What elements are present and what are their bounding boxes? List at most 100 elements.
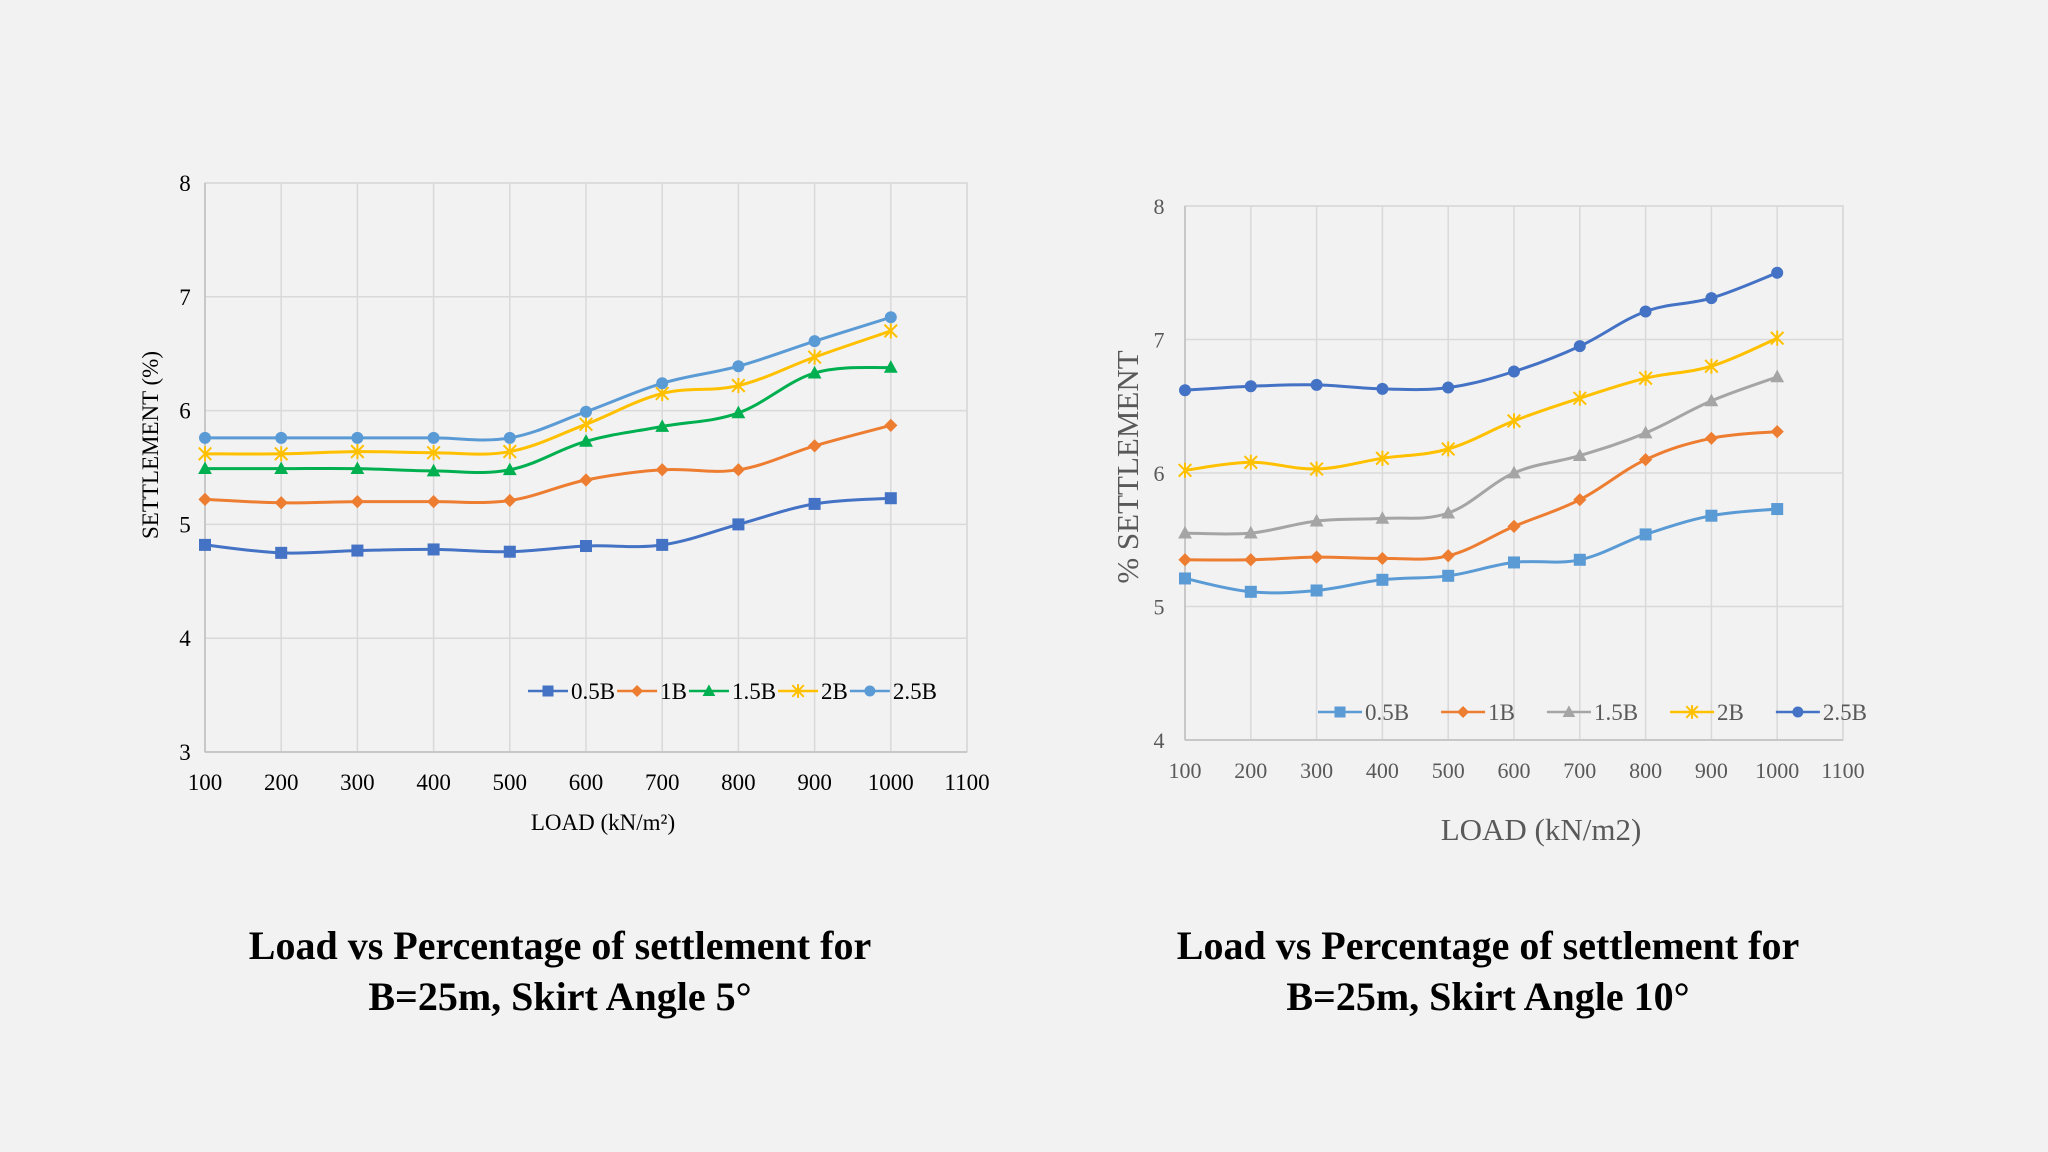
data-point-1B: [1704, 431, 1718, 445]
x-tick-label: 500: [1432, 758, 1465, 783]
legend-label-1.5B: 1.5B: [732, 679, 776, 704]
x-tick-label: 300: [1300, 758, 1333, 783]
y-tick-label: 5: [179, 512, 191, 537]
data-point-1.5B: [1572, 448, 1587, 462]
data-point-2B: [502, 444, 517, 460]
x-tick-label: 700: [645, 770, 680, 795]
legend-label-1.5B: 1.5B: [1594, 700, 1638, 725]
legend-label-0.5B: 0.5B: [571, 679, 615, 704]
data-point-2.5B: [732, 360, 745, 373]
data-point-2.5B: [1376, 382, 1389, 395]
y-tick-label: 6: [179, 399, 191, 424]
series-0.5B: [1179, 503, 1784, 598]
data-point-2B: [1441, 441, 1456, 457]
data-point-2.5B: [884, 311, 897, 324]
x-tick-label: 1100: [944, 770, 989, 795]
data-point-1B: [1507, 519, 1521, 533]
data-point-0.5B: [503, 545, 516, 558]
legend: 0.5B 1B 1.5B 2B 2.5B: [1318, 700, 1867, 725]
series-line-2.5B: [204, 315, 892, 442]
data-point-1.5B: [655, 419, 670, 432]
data-point-1.5B: [1178, 525, 1192, 539]
data-point-2B: [807, 349, 822, 365]
series-1.5B: [198, 360, 898, 477]
data-point-0.5B: [1442, 569, 1455, 582]
data-point-1B: [1573, 493, 1587, 507]
caption-skirt-angle-5: Load vs Percentage of settlement for B=2…: [110, 920, 1010, 1022]
series-2B: [197, 323, 898, 462]
legend-marker-1.5B: [1562, 705, 1576, 717]
caption-skirt-angle-10: Load vs Percentage of settlement for B=2…: [1038, 920, 1938, 1022]
legend-label-1B: 1B: [1488, 700, 1515, 725]
data-point-1B: [1310, 550, 1324, 564]
legend-marker-1B: [1457, 705, 1470, 719]
data-point-1.5B: [426, 463, 441, 477]
y-tick-label: 7: [1154, 328, 1165, 353]
data-point-0.5B: [351, 544, 364, 557]
series-line-2B: [1184, 336, 1778, 472]
data-point-0.5B: [580, 540, 592, 553]
y-axis-title: % SETTLEMENT: [1110, 350, 1145, 583]
data-point-1.5B: [1243, 525, 1258, 539]
data-point-1B: [1375, 551, 1389, 566]
x-tick-label: 900: [1695, 758, 1728, 783]
y-tick-label: 3: [179, 740, 191, 765]
series-line-1.5B: [204, 365, 891, 475]
data-point-1.5B: [579, 434, 593, 447]
series-line-0.5B: [204, 496, 891, 555]
legend-item-0.5B: 0.5B: [1318, 700, 1409, 725]
data-point-2B: [1638, 370, 1653, 386]
x-tick-label: 900: [797, 770, 832, 795]
legend-label-2.5B: 2.5B: [893, 679, 937, 704]
series-line-2.5B: [1184, 271, 1778, 392]
data-point-2.5B: [1244, 380, 1257, 393]
series-2B: [1177, 330, 1785, 478]
x-tick-label: 100: [1169, 758, 1202, 783]
legend-item-2B: 2B: [1670, 700, 1744, 725]
legend-marker-1.5B: [702, 684, 716, 696]
x-tick-label: 1100: [1821, 758, 1864, 783]
data-point-1B: [1770, 425, 1784, 439]
data-point-0.5B: [1771, 503, 1784, 516]
legend-marker-2.5B: [1792, 706, 1804, 718]
data-point-1B: [1244, 553, 1258, 567]
legend-label-0.5B: 0.5B: [1365, 700, 1409, 725]
x-tick-label: 600: [1498, 758, 1531, 783]
series-2.5B: [199, 311, 897, 444]
data-point-2B: [1704, 358, 1719, 374]
legend-item-1B: 1B: [617, 679, 687, 704]
data-point-1.5B: [350, 461, 365, 475]
data-point-2B: [1506, 413, 1522, 429]
legend-marker-2.5B: [864, 685, 876, 697]
data-point-2B: [274, 446, 289, 462]
data-point-2.5B: [580, 405, 592, 418]
series-2.5B: [1179, 266, 1784, 397]
data-point-2.5B: [1573, 340, 1586, 353]
data-point-2.5B: [656, 377, 669, 390]
data-point-2B: [1177, 462, 1193, 478]
data-point-2B: [731, 378, 746, 394]
legend-label-1B: 1B: [660, 679, 687, 704]
data-point-2B: [197, 446, 213, 462]
data-point-1B: [274, 496, 288, 510]
x-tick-label: 1000: [868, 770, 914, 795]
legend-item-2.5B: 2.5B: [849, 679, 937, 704]
y-tick-label: 8: [1154, 194, 1165, 219]
legend-item-2.5B: 2.5B: [1775, 700, 1867, 725]
data-point-2.5B: [1310, 378, 1323, 391]
data-point-1B: [503, 493, 517, 508]
data-point-1B: [884, 418, 898, 432]
caption-right-line2: B=25m, Skirt Angle 10°: [1286, 974, 1690, 1019]
y-tick-label: 5: [1154, 595, 1165, 620]
data-point-2.5B: [427, 431, 440, 444]
x-tick-label: 800: [721, 770, 756, 795]
data-point-2.5B: [1771, 266, 1784, 279]
x-tick-label: 500: [493, 770, 528, 795]
series-1.5B: [1178, 369, 1785, 539]
data-point-2.5B: [1705, 292, 1718, 305]
x-tick-label: 400: [1366, 758, 1399, 783]
data-point-1B: [198, 492, 212, 506]
legend: 0.5B 1B 1.5B 2B 2.5B: [528, 679, 937, 704]
legend-label-2.5B: 2.5B: [1823, 700, 1867, 725]
data-point-1B: [350, 495, 364, 509]
